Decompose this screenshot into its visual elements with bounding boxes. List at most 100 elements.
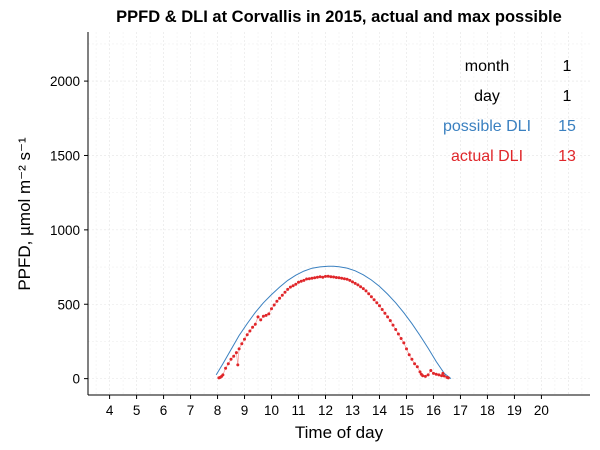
- actual-point: [275, 299, 279, 303]
- actual-point: [340, 276, 344, 280]
- info-value: 1: [563, 88, 572, 105]
- actual-point: [229, 357, 233, 361]
- actual-point: [402, 341, 406, 345]
- actual-point: [441, 371, 445, 375]
- y-tick-label: 500: [57, 297, 80, 312]
- series-actual: [217, 274, 450, 380]
- y-tick-label: 2000: [50, 74, 80, 89]
- x-tick-label: 16: [426, 403, 441, 418]
- info-table: month 1 day 1 possible DLI 15 actual DLI 13: [443, 58, 576, 165]
- actual-point: [283, 290, 287, 294]
- actual-point: [305, 277, 309, 281]
- actual-point: [237, 347, 241, 351]
- actual-point: [423, 374, 427, 378]
- actual-point: [302, 278, 306, 282]
- actual-point: [329, 275, 333, 279]
- grid: [88, 32, 590, 395]
- x-tick-label: 19: [507, 403, 522, 418]
- actual-point: [261, 314, 265, 318]
- actual-point: [334, 276, 338, 279]
- info-value: 1: [563, 58, 572, 75]
- x-tick-label: 17: [453, 403, 468, 418]
- x-tick-label: 14: [372, 403, 388, 418]
- actual-point: [361, 287, 365, 291]
- actual-point: [348, 278, 352, 282]
- actual-point: [405, 347, 408, 351]
- y-tick-label: 1500: [50, 148, 80, 163]
- actual-point: [386, 315, 390, 319]
- actual-point: [440, 374, 444, 378]
- info-label: possible DLI: [443, 118, 531, 135]
- actual-point: [236, 363, 240, 367]
- actual-point: [280, 293, 284, 297]
- actual-point: [315, 275, 319, 279]
- x-tick-label: 8: [214, 403, 222, 418]
- actual-point: [307, 277, 311, 281]
- actual-point: [264, 313, 268, 317]
- actual-point: [221, 373, 225, 377]
- x-tick-label: 11: [292, 403, 306, 418]
- actual-point: [399, 337, 403, 340]
- x-tick-label: 9: [241, 403, 249, 418]
- actual-point: [299, 279, 303, 283]
- x-tick-labels: 4 5 6 7 8 9 10 11 12 13 14 15 16 17 18 19 20: [106, 403, 549, 418]
- actual-point: [394, 328, 398, 331]
- info-value: 13: [558, 148, 576, 165]
- actual-point: [286, 287, 290, 291]
- actual-point: [380, 308, 384, 311]
- x-tick-label: 20: [534, 403, 549, 418]
- actual-point: [446, 376, 450, 380]
- actual-point: [437, 373, 441, 377]
- actual-point: [256, 315, 260, 319]
- x-tick-label: 6: [160, 403, 168, 418]
- actual-point: [267, 312, 271, 316]
- actual-point: [318, 275, 322, 279]
- actual-point: [278, 296, 282, 300]
- actual-point: [383, 311, 387, 315]
- actual-point: [324, 274, 327, 278]
- actual-point: [434, 372, 438, 376]
- actual-point: [243, 337, 246, 341]
- actual-point: [391, 323, 395, 327]
- actual-point: [364, 289, 368, 293]
- x-tick-label: 4: [106, 403, 114, 418]
- actual-point: [294, 282, 298, 286]
- actual-point: [297, 280, 300, 284]
- y-tick-label: 0: [72, 372, 80, 387]
- x-tick-label: 10: [264, 403, 279, 418]
- chart-title: PPFD & DLI at Corvallis in 2015, actual …: [116, 8, 562, 26]
- possible-line: [215, 265, 452, 379]
- actual-point: [388, 319, 392, 323]
- actual-point: [359, 285, 363, 289]
- y-axis-title: PPFD, µmol m⁻² s⁻¹: [15, 137, 34, 291]
- actual-point: [234, 351, 238, 355]
- x-axis-title: Time of day: [295, 423, 384, 442]
- actual-point: [375, 301, 379, 305]
- actual-point: [367, 292, 371, 296]
- actual-point: [337, 276, 341, 280]
- x-tick-label: 5: [133, 403, 141, 418]
- info-label: actual DLI: [451, 148, 523, 165]
- actual-point: [421, 374, 425, 378]
- actual-point: [418, 370, 422, 374]
- actual-point: [342, 277, 346, 281]
- x-tick-label: 15: [399, 403, 414, 418]
- actual-point: [345, 277, 349, 281]
- actual-point: [232, 354, 236, 358]
- actual-point: [429, 369, 433, 372]
- x-tick-label: 13: [345, 403, 360, 418]
- x-tick-label: 12: [318, 403, 333, 418]
- actual-point: [413, 362, 417, 366]
- actual-point: [313, 276, 317, 280]
- actual-point: [224, 366, 228, 370]
- actual-point: [253, 322, 257, 326]
- y-tick-label: 1000: [50, 223, 80, 238]
- actual-point: [291, 284, 295, 288]
- actual-point: [240, 342, 244, 346]
- actual-point: [432, 371, 435, 375]
- series-possible: [215, 265, 452, 379]
- actual-point: [407, 353, 411, 357]
- actual-point: [326, 274, 330, 278]
- actual-point: [378, 304, 381, 308]
